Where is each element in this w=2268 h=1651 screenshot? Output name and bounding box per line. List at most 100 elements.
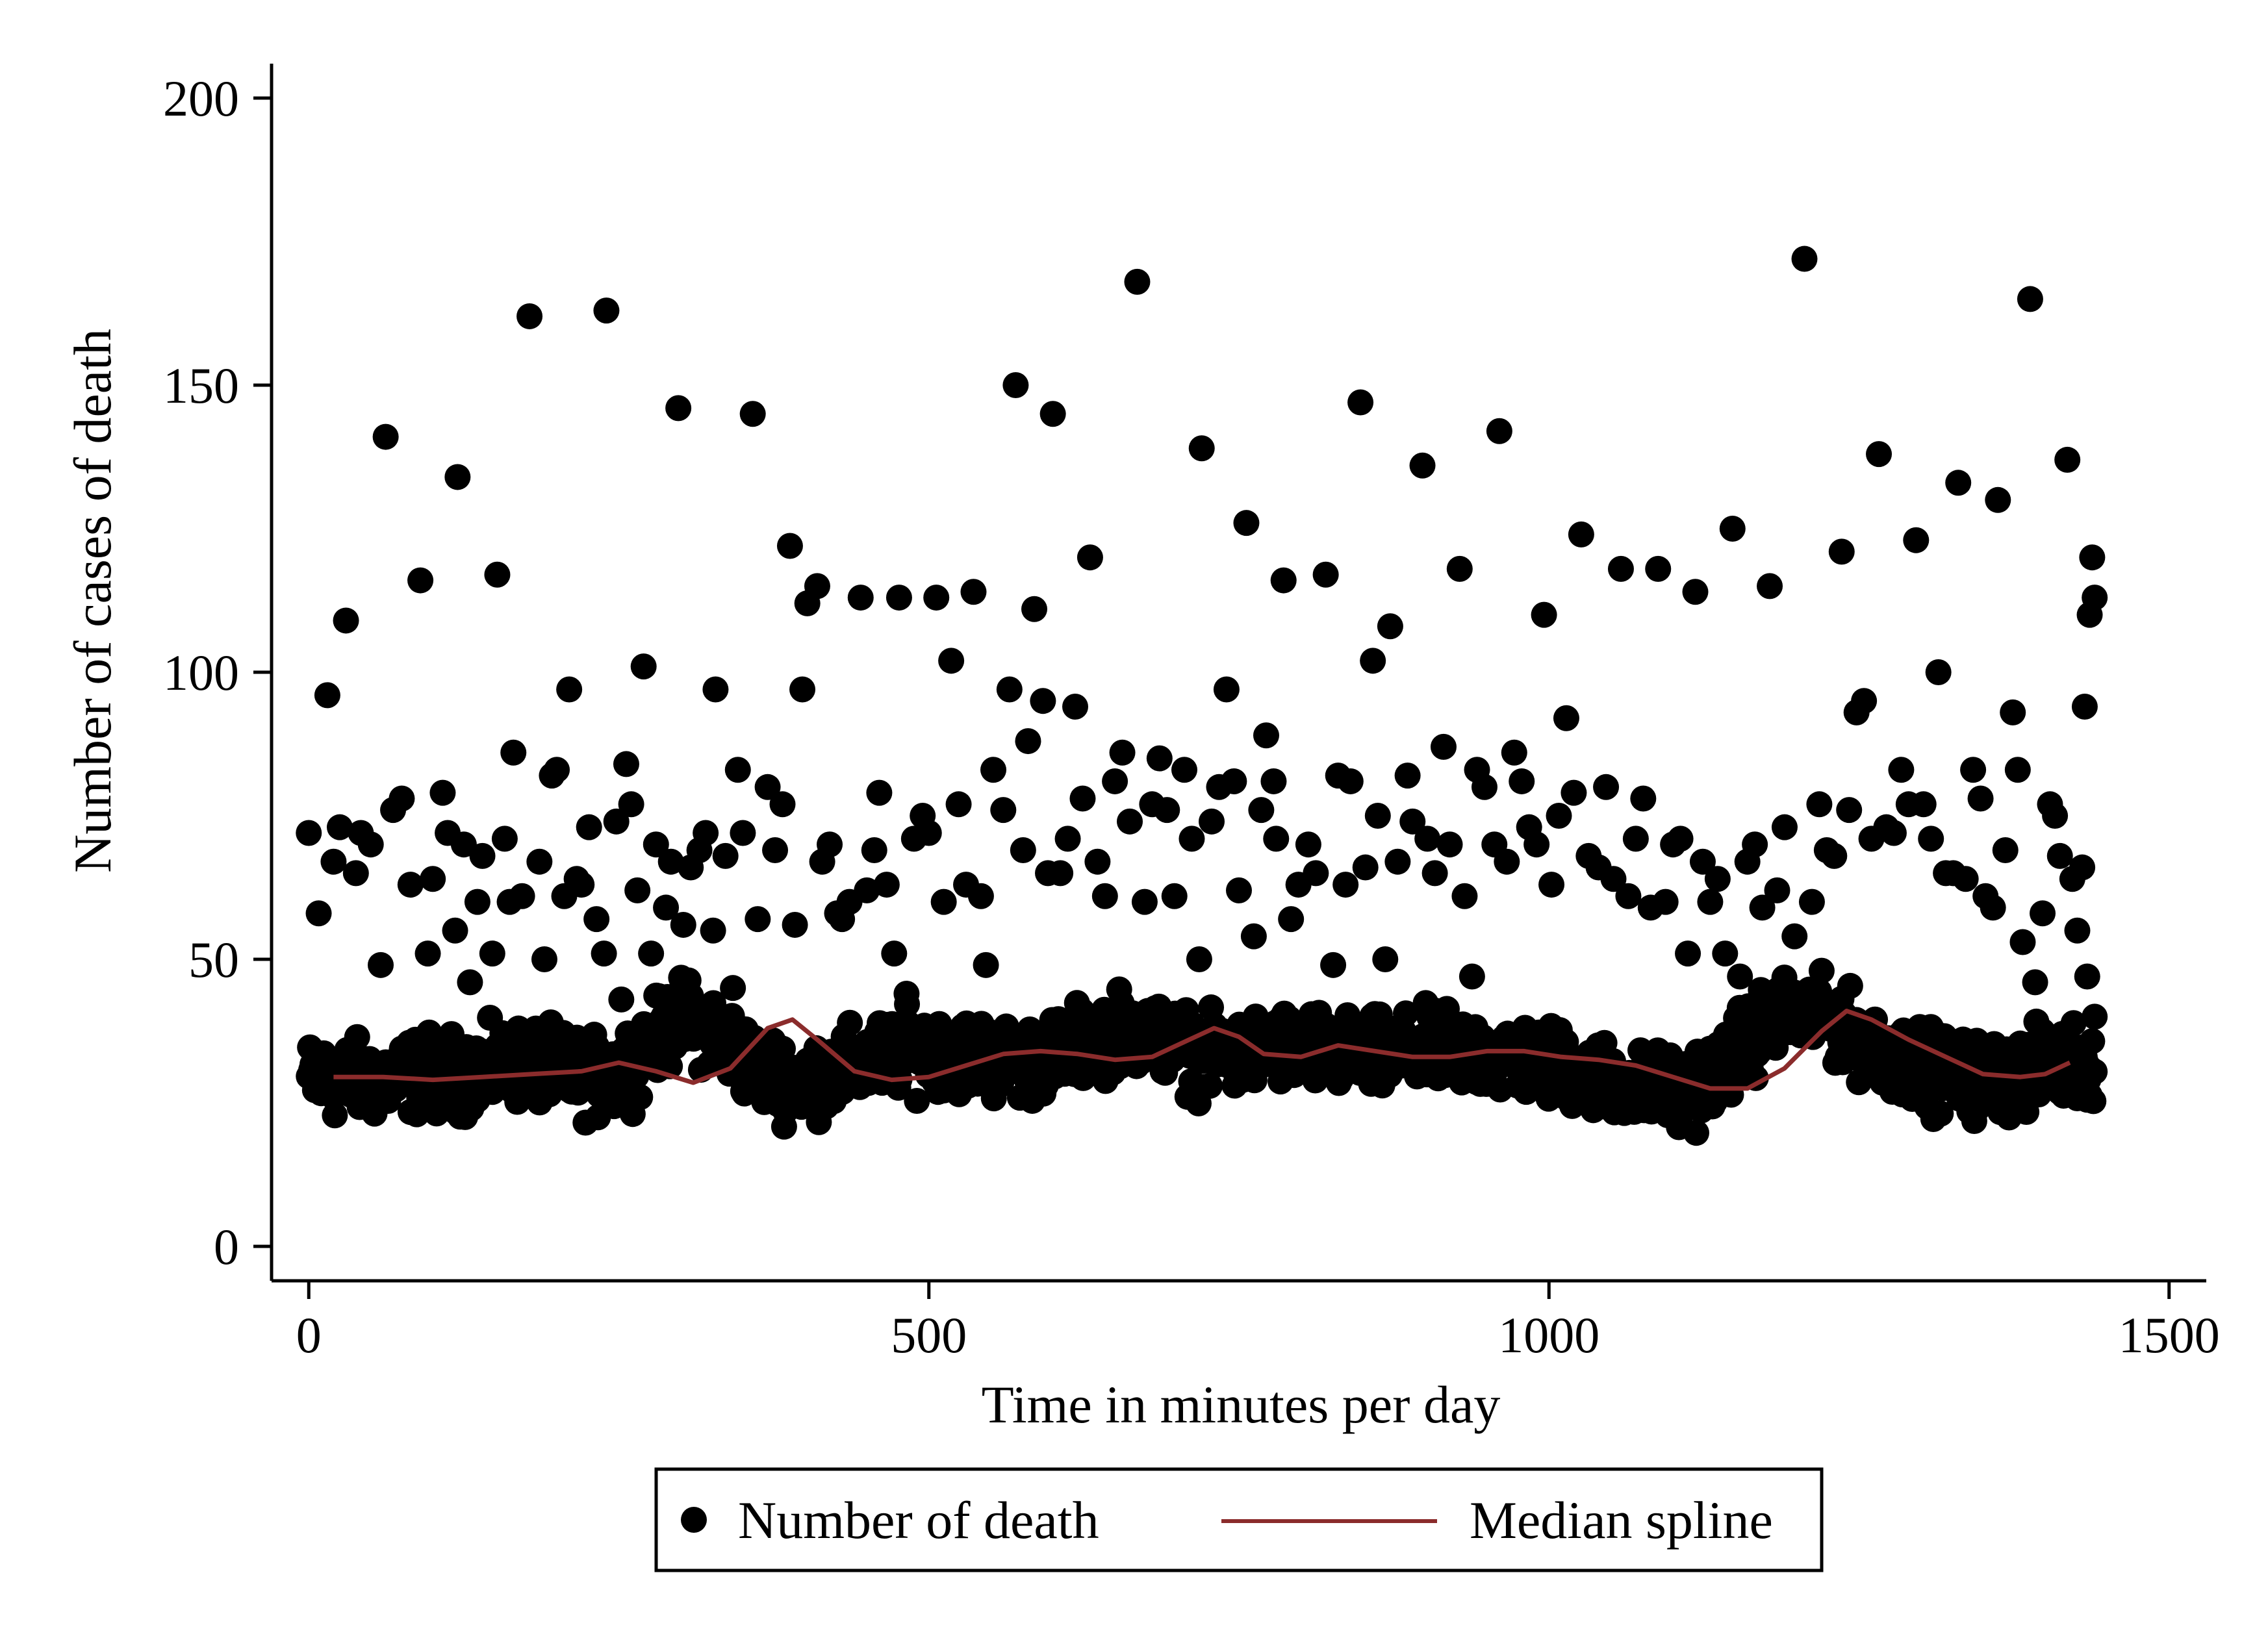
data-point	[2082, 585, 2108, 611]
data-point	[960, 579, 987, 605]
data-point	[1392, 1000, 1419, 1027]
data-point	[1197, 1072, 1223, 1099]
data-point	[712, 842, 739, 869]
data-point	[372, 423, 399, 450]
x-axis-ticks: 0 500 1000 1500	[296, 1281, 2220, 1363]
data-point	[1414, 826, 1441, 852]
data-point	[2079, 544, 2106, 571]
legend-label-median-spline: Median spline	[1470, 1491, 1773, 1550]
data-point	[491, 826, 518, 852]
data-point	[643, 831, 669, 858]
data-point	[1918, 826, 1944, 852]
data-point	[2030, 900, 2056, 927]
data-point	[1446, 555, 1473, 582]
data-point	[2069, 854, 2096, 881]
data-point	[754, 774, 781, 800]
data-point	[1888, 757, 1915, 783]
data-point	[450, 831, 477, 858]
data-point	[2074, 963, 2100, 990]
data-point	[804, 573, 830, 599]
y-tick-label: 150	[163, 357, 239, 414]
data-point	[389, 785, 415, 812]
data-point	[556, 676, 583, 703]
legend-label-number-of-death: Number of death	[738, 1491, 1099, 1550]
data-point	[1409, 452, 1436, 479]
data-point	[2022, 969, 2048, 996]
data-point	[945, 791, 972, 818]
data-point	[1828, 538, 1855, 565]
data-point	[1553, 705, 1579, 731]
data-point	[608, 986, 635, 1013]
legend-marker-number-of-death	[681, 1507, 707, 1533]
data-point	[1509, 768, 1535, 794]
data-point	[469, 842, 496, 869]
data-point	[568, 872, 595, 898]
data-point	[420, 866, 446, 892]
data-point	[1270, 567, 1297, 594]
data-point	[1880, 820, 1907, 846]
plot-region	[296, 246, 2108, 1146]
data-point	[1295, 831, 1321, 858]
data-point	[866, 779, 893, 806]
data-point	[613, 751, 639, 777]
data-point	[730, 820, 756, 846]
data-point	[1124, 268, 1151, 295]
data-point	[1866, 441, 1892, 468]
data-point	[1992, 837, 2019, 864]
data-point	[873, 872, 900, 898]
data-point	[693, 820, 719, 846]
data-point	[1837, 972, 1863, 999]
data-point	[1682, 579, 1709, 605]
y-tick-label: 200	[163, 70, 239, 127]
data-point	[745, 906, 771, 933]
data-point	[322, 1102, 348, 1129]
data-point	[1791, 246, 1818, 272]
data-point	[1742, 1065, 1769, 1091]
data-point	[1749, 894, 1776, 921]
data-point	[526, 848, 553, 875]
data-point	[980, 757, 1007, 783]
data-point	[333, 607, 359, 634]
data-point	[407, 567, 434, 594]
data-point	[769, 791, 796, 818]
spline-layer	[333, 1009, 2071, 1091]
data-point	[1221, 768, 1247, 794]
data-point	[762, 837, 789, 864]
data-point	[624, 877, 651, 903]
data-point	[397, 872, 424, 898]
scatter-points	[296, 246, 2108, 1146]
data-point	[2082, 1003, 2108, 1030]
data-point	[1352, 854, 1379, 881]
data-point	[930, 889, 957, 915]
data-point	[1607, 555, 1634, 582]
data-point	[1531, 601, 1557, 628]
data-point	[1742, 831, 1768, 858]
data-point	[1253, 722, 1279, 749]
data-point	[1523, 831, 1550, 858]
data-point	[893, 981, 920, 1007]
data-point	[1712, 940, 1739, 967]
data-point	[1030, 688, 1056, 714]
data-point	[1399, 808, 1426, 835]
data-point	[444, 464, 471, 490]
data-point	[1117, 808, 1143, 835]
data-point	[509, 883, 535, 909]
data-point	[1568, 521, 1594, 548]
data-point	[1667, 826, 1694, 852]
data-point	[305, 900, 332, 927]
data-point	[1320, 952, 1347, 978]
data-point	[2060, 1010, 2087, 1037]
data-point	[1421, 860, 1448, 887]
data-point	[789, 676, 816, 703]
data-point	[442, 917, 468, 944]
y-tick-label: 100	[163, 644, 239, 701]
x-tick-label: 0	[296, 1307, 322, 1363]
data-point	[516, 303, 543, 329]
data-point	[464, 889, 491, 915]
data-point	[1771, 814, 1798, 840]
data-point	[1451, 883, 1478, 909]
data-point	[1821, 842, 1848, 869]
data-point	[1436, 831, 1463, 858]
data-point	[2054, 446, 2081, 473]
data-point	[1077, 544, 1103, 571]
